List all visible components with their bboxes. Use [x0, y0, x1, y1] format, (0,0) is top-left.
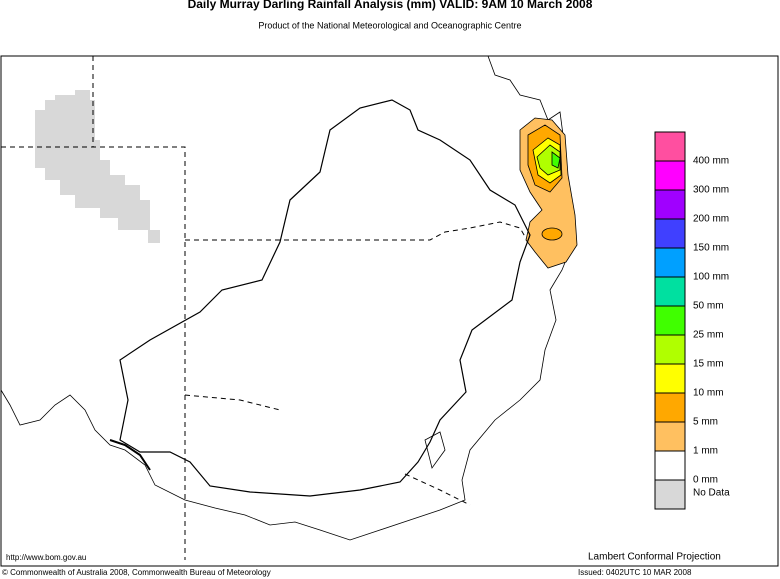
legend-swatch — [654, 247, 686, 278]
legend-swatch — [654, 160, 686, 191]
legend-label: 300 mm — [693, 185, 729, 196]
legend-swatch — [654, 450, 686, 481]
legend: 400 mm 300 mm 200 mm 150 mm 100 mm 50 mm 25 mm… — [654, 131, 730, 510]
projection: Lambert Conformal Projection — [588, 552, 721, 563]
legend-label: 5 mm — [693, 417, 718, 428]
legend-label: 400 mm — [693, 156, 729, 167]
legend-swatch — [654, 421, 686, 452]
no-data-area — [35, 90, 160, 243]
legend-swatch — [654, 218, 686, 249]
rainfall-areas — [519, 117, 578, 269]
legend-label: 100 mm — [693, 272, 729, 283]
legend-swatch — [654, 334, 686, 365]
legend-label: 25 mm — [693, 330, 724, 341]
copyright: © Commonwealth of Australia 2008, Common… — [2, 568, 271, 577]
url: http://www.bom.gov.au — [6, 553, 86, 562]
legend-label: 50 mm — [693, 301, 724, 312]
basin-outline — [119, 99, 531, 497]
legend-label: 10 mm — [693, 388, 724, 399]
coastline — [109, 439, 151, 471]
legend-label: 15 mm — [693, 359, 724, 370]
legend-label: 200 mm — [693, 214, 729, 225]
legend-swatch — [654, 363, 686, 394]
legend-swatch — [654, 392, 686, 423]
legend-swatch — [654, 131, 686, 162]
legend-swatch — [654, 479, 686, 510]
map-frame — [0, 55, 779, 567]
map-title: Daily Murray Darling Rainfall Analysis (… — [188, 0, 593, 11]
legend-swatch — [654, 276, 686, 307]
legend-swatch — [654, 305, 686, 336]
legend-label: 1 mm — [693, 446, 718, 457]
lake — [424, 431, 446, 469]
legend-label: 0 mm — [693, 475, 718, 486]
state-borders — [1, 56, 528, 560]
map-subtitle: Product of the National Meteorological a… — [258, 20, 521, 30]
legend-label: No Data — [693, 488, 730, 499]
issued: Issued: 0402UTC 10 MAR 2008 — [578, 568, 692, 577]
legend-label: 150 mm — [693, 243, 729, 254]
legend-swatch — [654, 189, 686, 220]
